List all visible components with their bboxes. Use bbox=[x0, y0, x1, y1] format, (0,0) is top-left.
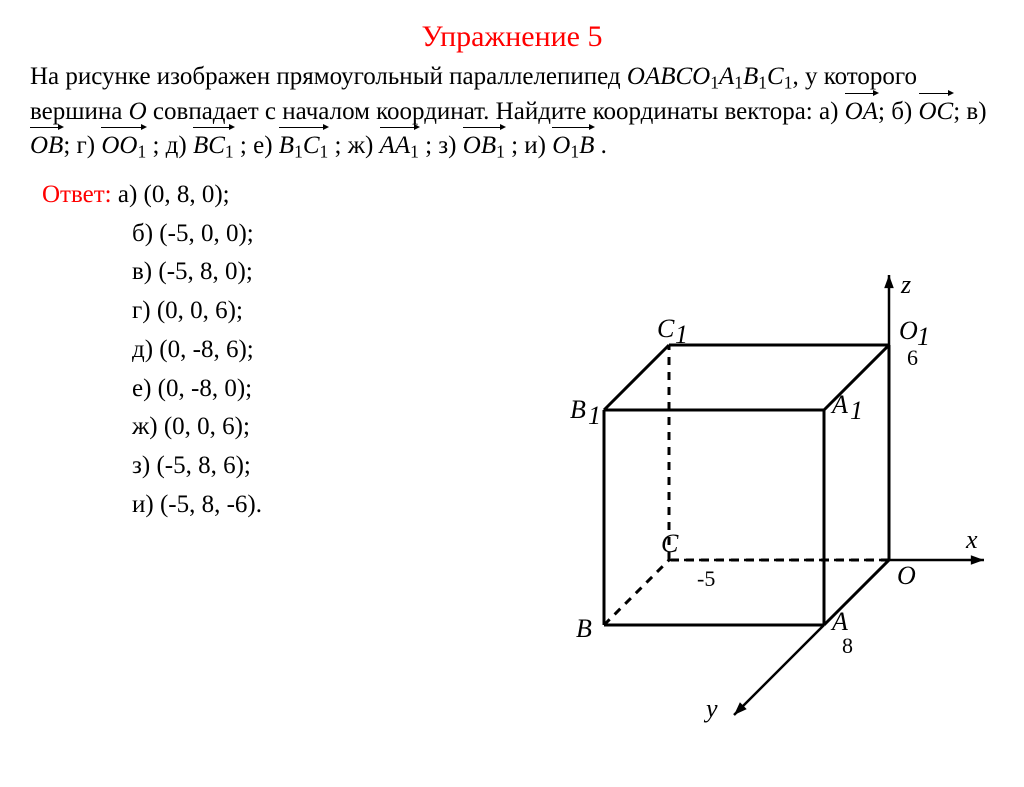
problem-text: На рисунке изображен прямоугольный парал… bbox=[30, 60, 994, 164]
answer-key: а) bbox=[118, 181, 137, 208]
sub1b: 1 bbox=[734, 72, 743, 92]
vec-bc1-t: BC bbox=[193, 132, 225, 159]
answer-row: б) (-5, 0, 0); bbox=[42, 215, 1024, 254]
svg-text:1: 1 bbox=[588, 401, 601, 430]
sub1c: 1 bbox=[758, 72, 767, 92]
vec-ob1: OB1 bbox=[463, 129, 505, 164]
sub1a: 1 bbox=[710, 72, 719, 92]
cube-name-c: B bbox=[743, 63, 758, 90]
vec-b1c1-s1: 1 bbox=[294, 141, 303, 161]
vec-o1b-s: 1 bbox=[570, 141, 579, 161]
vec-ob1-s: 1 bbox=[496, 141, 505, 161]
sep-g: ; г) bbox=[63, 132, 101, 159]
sep-v: ; в) bbox=[953, 98, 986, 125]
vec-aa1-s: 1 bbox=[410, 141, 419, 161]
svg-text:O: O bbox=[897, 561, 916, 590]
sep-i: ; и) bbox=[505, 132, 552, 159]
vec-oo1: OO1 bbox=[101, 129, 146, 164]
problem-part3: совпадает с началом координат. Найдите к… bbox=[147, 98, 845, 125]
vec-b1c1-t1: B bbox=[279, 132, 294, 159]
sep-z: ; з) bbox=[419, 132, 463, 159]
vec-o1b-t2: B bbox=[579, 132, 594, 159]
svg-text:A: A bbox=[830, 390, 848, 419]
vec-oo1-s: 1 bbox=[137, 141, 146, 161]
vec-bc1: BC1 bbox=[193, 129, 234, 164]
svg-text:C: C bbox=[657, 314, 675, 343]
sep-e: ; е) bbox=[234, 132, 279, 159]
svg-text:z: z bbox=[900, 270, 911, 299]
svg-text:8: 8 bbox=[842, 633, 853, 658]
tail: . bbox=[594, 132, 607, 159]
sep-d: ; д) bbox=[146, 132, 193, 159]
vec-o1b-t1: O bbox=[552, 132, 570, 159]
vec-oc: OC bbox=[919, 95, 954, 129]
vec-ob1-t: OB bbox=[463, 132, 496, 159]
svg-text:O: O bbox=[899, 316, 918, 345]
problem-part1: На рисунке изображен прямоугольный парал… bbox=[30, 63, 627, 90]
vec-aa1: AA1 bbox=[380, 129, 419, 164]
svg-text:x: x bbox=[965, 525, 978, 554]
vec-o1b: O1B bbox=[552, 129, 594, 164]
vec-ob: OB bbox=[30, 129, 63, 163]
svg-text:A: A bbox=[830, 607, 848, 636]
vec-oo1-t: OO bbox=[101, 132, 137, 159]
svg-text:-5: -5 bbox=[697, 566, 715, 591]
vec-b1c1-s2: 1 bbox=[320, 141, 329, 161]
svg-text:6: 6 bbox=[907, 345, 918, 370]
answer-row: Ответ: а) (0, 8, 0); bbox=[42, 176, 1024, 215]
vec-b1c1: B1C1 bbox=[279, 129, 328, 164]
vec-aa1-t: AA bbox=[380, 132, 411, 159]
sep-b: ; б) bbox=[878, 98, 919, 125]
svg-text:1: 1 bbox=[675, 320, 688, 349]
svg-text:1: 1 bbox=[850, 396, 863, 425]
sep-zh: ; ж) bbox=[328, 132, 379, 159]
vertex-o: O bbox=[129, 98, 147, 125]
answer-val: (0, 8, 0); bbox=[144, 181, 230, 208]
svg-text:1: 1 bbox=[917, 322, 930, 351]
cube-name-d: C bbox=[767, 63, 784, 90]
svg-text:B: B bbox=[576, 614, 592, 643]
cube-name-a: OABCO bbox=[627, 63, 710, 90]
parallelepiped-diagram: xyzOABCO1A1B1C18-56 bbox=[494, 270, 994, 720]
exercise-title: Упражнение 5 bbox=[0, 20, 1024, 54]
answer-label: Ответ: bbox=[42, 181, 112, 208]
vec-b1c1-t2: C bbox=[303, 132, 320, 159]
vec-bc1-s: 1 bbox=[225, 141, 234, 161]
svg-text:y: y bbox=[703, 694, 718, 723]
svg-text:C: C bbox=[661, 529, 679, 558]
cube-name-b: A bbox=[719, 63, 734, 90]
vec-oa: OA bbox=[845, 95, 878, 129]
svg-text:B: B bbox=[570, 395, 586, 424]
